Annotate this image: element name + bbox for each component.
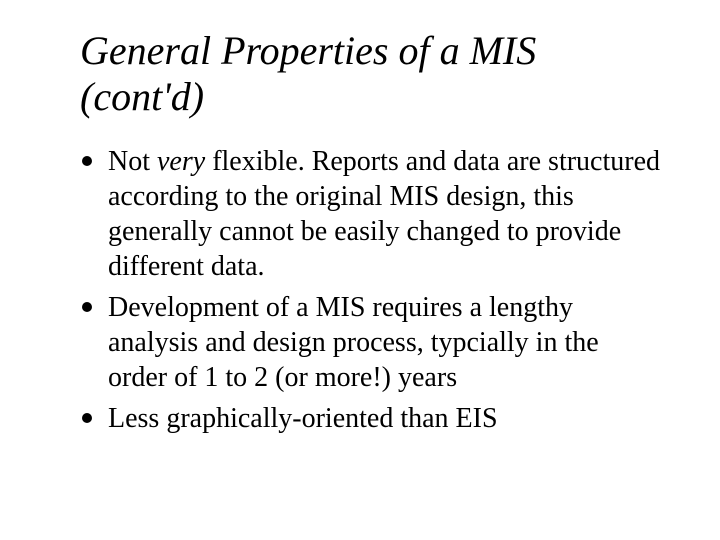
bullet-text-emph: very bbox=[157, 146, 205, 177]
bullet-text-prefix: Less graphically-oriented than EIS bbox=[108, 403, 498, 434]
bullet-list: Not very flexible. Reports and data are … bbox=[80, 144, 660, 436]
bullet-text-prefix: Not bbox=[108, 146, 157, 177]
list-item: Not very flexible. Reports and data are … bbox=[80, 144, 660, 284]
slide: General Properties of a MIS (cont'd) Not… bbox=[0, 0, 720, 540]
slide-title: General Properties of a MIS (cont'd) bbox=[80, 28, 660, 120]
list-item: Development of a MIS requires a lengthy … bbox=[80, 290, 660, 395]
bullet-text-prefix: Development of a MIS requires a lengthy … bbox=[108, 292, 599, 393]
list-item: Less graphically-oriented than EIS bbox=[80, 401, 660, 436]
